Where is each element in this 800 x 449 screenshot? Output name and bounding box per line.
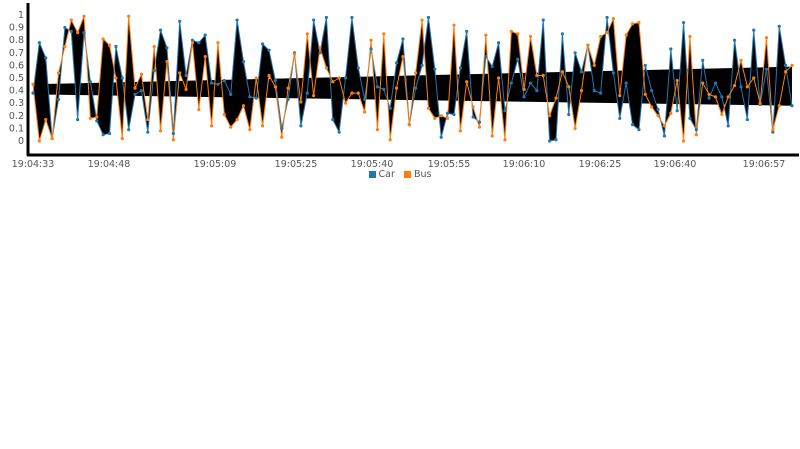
svg-text:0.9: 0.9 — [9, 23, 24, 34]
x-axis: 19:04:33 19:04:48 19:05:09 19:05:25 19:05:40… — [12, 153, 799, 170]
svg-text:0.3: 0.3 — [9, 98, 24, 109]
svg-text:0.7: 0.7 — [9, 48, 24, 59]
legend-label-car: Car — [378, 169, 395, 180]
svg-text:19:04:33: 19:04:33 — [12, 159, 55, 170]
y-axis: 0 0.10.2 0.30.4 0.5 0.60.7 0.80.9 1 — [9, 3, 30, 156]
car-swatch-icon — [368, 171, 376, 178]
svg-text:19:05:09: 19:05:09 — [194, 159, 237, 170]
legend-label-bus: Bus — [413, 169, 432, 180]
svg-text:0.2: 0.2 — [9, 111, 24, 122]
svg-text:19:06:10: 19:06:10 — [503, 159, 546, 170]
svg-text:1: 1 — [18, 10, 24, 21]
svg-text:0.4: 0.4 — [9, 86, 24, 97]
legend-item-car[interactable]: Car — [368, 169, 395, 180]
svg-text:0.5: 0.5 — [9, 73, 24, 84]
area-fill — [33, 16, 792, 141]
svg-text:0.1: 0.1 — [9, 123, 24, 134]
svg-text:19:05:40: 19:05:40 — [351, 159, 394, 170]
bus-swatch-icon — [403, 171, 411, 178]
legend-item-bus[interactable]: Bus — [403, 169, 432, 180]
svg-text:19:04:48: 19:04:48 — [88, 159, 131, 170]
svg-text:19:06:25: 19:06:25 — [579, 159, 622, 170]
series-points — [31, 14, 794, 143]
series-lines — [32, 16, 793, 142]
line-chart: 00.10.20.30.40.50.60.70.80.91 19:04:33 19… — [9, 3, 799, 170]
svg-text:0.6: 0.6 — [9, 60, 24, 71]
svg-text:0.8: 0.8 — [9, 35, 24, 46]
svg-text:19:06:40: 19:06:40 — [654, 159, 697, 170]
svg-text:19:05:25: 19:05:25 — [275, 159, 318, 170]
svg-text:0: 0 — [18, 136, 24, 147]
svg-text:19:05:55: 19:05:55 — [428, 159, 471, 170]
svg-text:19:06:57: 19:06:57 — [743, 159, 786, 170]
legend: Car Bus — [0, 169, 800, 181]
